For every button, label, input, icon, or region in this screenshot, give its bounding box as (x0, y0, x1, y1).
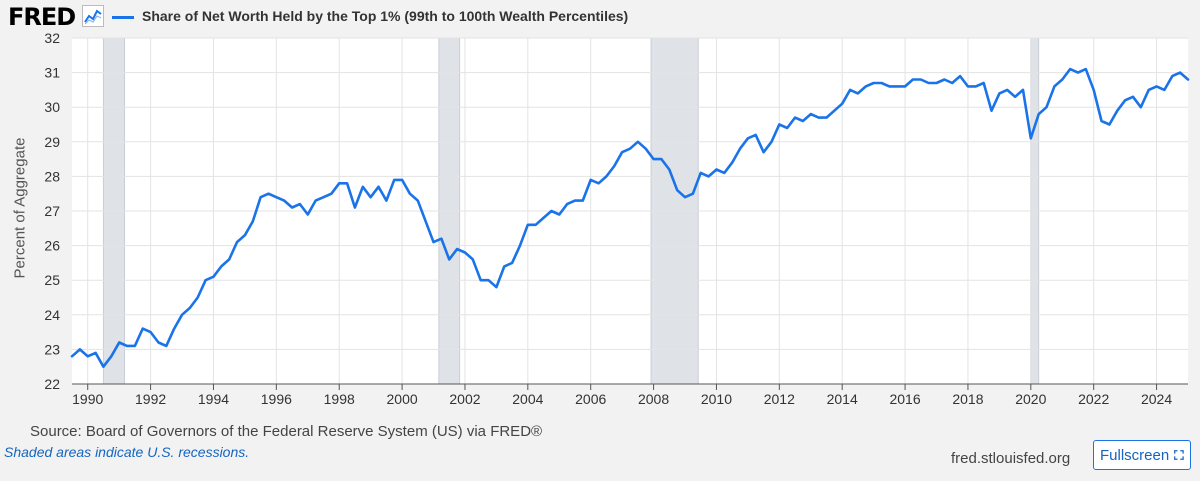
x-tick-label-2024: 2024 (1141, 391, 1172, 407)
x-tick-label-2020: 2020 (1015, 391, 1046, 407)
x-tick-label-2016: 2016 (889, 391, 920, 407)
legend-swatch (112, 16, 134, 19)
x-tick-label-2012: 2012 (764, 391, 795, 407)
x-tick-label-2008: 2008 (638, 391, 669, 407)
fullscreen-label: Fullscreen (1100, 446, 1170, 464)
y-tick-label-25: 25 (44, 272, 60, 288)
x-tick-label-2022: 2022 (1078, 391, 1109, 407)
y-tick-label-29: 29 (44, 134, 60, 150)
y-tick-label-24: 24 (44, 307, 60, 323)
x-tick-label-2010: 2010 (701, 391, 732, 407)
y-tick-label-31: 31 (44, 65, 60, 81)
x-tick-label-1994: 1994 (198, 391, 229, 407)
fred-logo[interactable]: FRED (8, 3, 76, 31)
x-tick-label-2014: 2014 (827, 391, 858, 407)
fullscreen-icon (1174, 450, 1184, 460)
x-tick-label-1990: 1990 (72, 391, 103, 407)
x-tick-label-2002: 2002 (449, 391, 480, 407)
site-url[interactable]: fred.stlouisfed.org (951, 450, 1071, 467)
y-tick-label-32: 32 (44, 30, 60, 46)
y-tick-label-23: 23 (44, 341, 60, 357)
recession-note: Shaded areas indicate U.S. recessions. (4, 444, 250, 460)
y-tick-label-27: 27 (44, 203, 60, 219)
series-line-0 (70, 67, 1190, 369)
x-tick-label-2006: 2006 (575, 391, 606, 407)
x-tick-label-1996: 1996 (261, 391, 292, 407)
x-tick-label-1998: 1998 (324, 391, 355, 407)
source-note: Source: Board of Governors of the Federa… (30, 423, 543, 440)
x-tick-label-2018: 2018 (952, 391, 983, 407)
y-tick-label-22: 22 (44, 376, 60, 392)
y-tick-label-30: 30 (44, 99, 60, 115)
chart-header: FRED Share of Net Worth Held by the Top … (0, 0, 1200, 36)
y-axis-label: Percent of Aggregate (11, 137, 29, 279)
fullscreen-button[interactable]: Fullscreen (1093, 440, 1191, 470)
x-tick-label-1992: 1992 (135, 391, 166, 407)
chart-title: Share of Net Worth Held by the Top 1% (9… (142, 8, 629, 24)
chart-line-icon (82, 5, 104, 27)
y-tick-label-26: 26 (44, 238, 60, 254)
x-tick-label-2004: 2004 (512, 391, 543, 407)
y-tick-label-28: 28 (44, 168, 60, 184)
x-tick-label-2000: 2000 (387, 391, 418, 407)
